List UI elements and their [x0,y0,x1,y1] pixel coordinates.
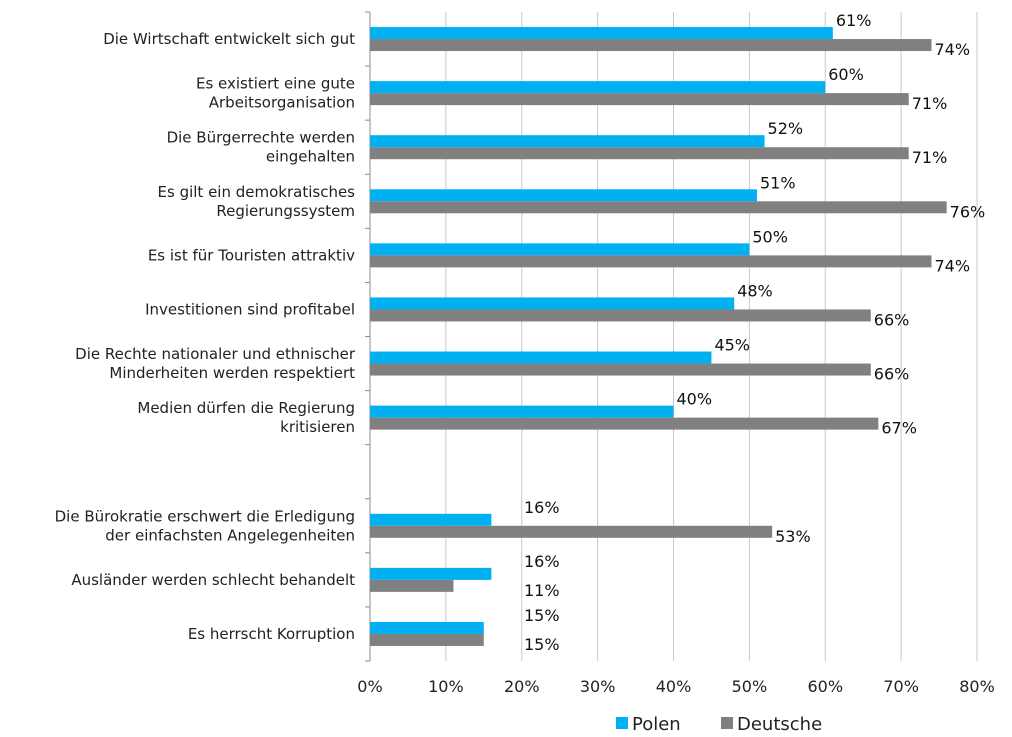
x-tick-label: 60% [807,677,843,696]
value-label-polen-10: 16% [524,552,560,571]
value-label-deutsche-4: 74% [934,256,970,275]
value-label-polen-1: 60% [828,65,864,84]
value-label-polen-5: 48% [737,281,773,300]
value-label-polen-0: 61% [836,11,872,30]
value-label-deutsche-0: 74% [934,40,970,59]
bar-deutsche-4 [370,255,932,268]
value-labels: 61% 74% 60% 71% 52% 71% 51% 76% 50% 74% 48% 66% 45% 6… [524,11,985,654]
bar-deutsche-9 [370,525,773,538]
bars [370,27,947,646]
value-label-deutsche-6: 66% [874,365,910,384]
category-label-die-wirtschaft-entwickelt-sich-gut: Die Wirtschaft entwickelt sich gut [103,30,355,48]
x-tick-label: 80% [959,677,995,696]
bar-polen-3 [370,189,757,202]
value-label-polen-2: 52% [768,119,804,138]
value-label-deutsche-7: 67% [881,419,917,438]
category-label-es-gilt-ein-demokratisches-regierungssys: Es gilt ein demokratisches Regierungssyst… [158,183,356,220]
bar-polen-1 [370,81,826,94]
bar-polen-4 [370,243,750,256]
value-label-deutsche-2: 71% [912,148,948,167]
legend-label-deutsche: Deutsche [737,714,822,735]
bar-deutsche-0 [370,39,932,52]
bar-polen-5 [370,297,735,310]
category-label-es-herrscht-korruption: Es herrscht Korruption [188,625,355,643]
bar-polen-9 [370,513,492,526]
bar-polen-6 [370,351,712,364]
value-label-polen-3: 51% [760,173,796,192]
value-label-polen-4: 50% [752,227,788,246]
value-label-deutsche-11: 15% [524,635,560,654]
category-labels: Die Wirtschaft entwickelt sich gut Es exi… [55,30,356,643]
bar-deutsche-1 [370,93,909,106]
x-tick-labels: 0% 10% 20% 30% 40% 50% 60% 70% 80% [357,677,994,696]
bar-deutsche-7 [370,417,879,430]
category-label-die-buerokratie-erschwert-die-erledigung: Die Bürokratie erschwert die Erledigung d… [55,507,355,544]
category-label-auslaender-werden-schlecht-behandelt: Ausländer werden schlecht behandelt [71,571,355,589]
legend-swatch-polen [616,717,628,729]
gridlines [365,11,978,662]
legend-swatch-deutsche [721,717,733,729]
x-tick-label: 50% [732,677,768,696]
x-tick-label: 70% [883,677,919,696]
x-tick-label: 0% [357,677,382,696]
bar-polen-2 [370,135,765,148]
bar-deutsche-6 [370,363,871,376]
value-label-deutsche-10: 11% [524,581,560,600]
x-tick-label: 40% [656,677,692,696]
legend-label-polen: Polen [632,714,681,735]
value-label-polen-6: 45% [714,336,750,355]
category-label-investitionen-sind-profitabel: Investitionen sind profitabel [145,300,355,318]
bar-deutsche-11 [370,633,484,646]
bar-polen-11 [370,621,484,634]
x-tick-label: 10% [428,677,464,696]
bar-polen-7 [370,405,674,418]
value-label-deutsche-9: 53% [775,527,811,546]
bar-deutsche-10 [370,579,454,592]
x-tick-label: 30% [580,677,616,696]
bar-polen-0 [370,27,833,40]
value-label-deutsche-3: 76% [950,202,986,221]
category-label-die-rechte-nationaler-und-ethnischer-min: Die Rechte nationaler und ethnischer Mind… [75,345,356,382]
value-label-deutsche-5: 66% [874,310,910,329]
x-tick-label: 20% [504,677,540,696]
value-label-deutsche-1: 71% [912,94,948,113]
category-label-die-buergerrechte-werden-eingehalten: Die Bürgerrechte werden eingehalten [167,129,355,166]
bar-deutsche-2 [370,147,909,160]
category-label-medien-duerfen-die-regierung-kritisieren: Medien dürfen die Regierung kritisieren [137,399,355,436]
value-label-polen-7: 40% [677,390,713,409]
value-label-polen-9: 16% [524,498,560,517]
legend: Polen Deutsche [616,714,822,735]
value-label-polen-11: 15% [524,606,560,625]
bar-deutsche-3 [370,201,947,214]
category-label-es-ist-fuer-touristen-attraktiv: Es ist für Touristen attraktiv [148,246,355,264]
category-label-es-existiert-eine-gute-arbeitsorganisati: Es existiert eine gute Arbeitsorganisatio… [196,75,355,112]
bar-polen-10 [370,567,492,580]
bar-deutsche-5 [370,309,871,322]
